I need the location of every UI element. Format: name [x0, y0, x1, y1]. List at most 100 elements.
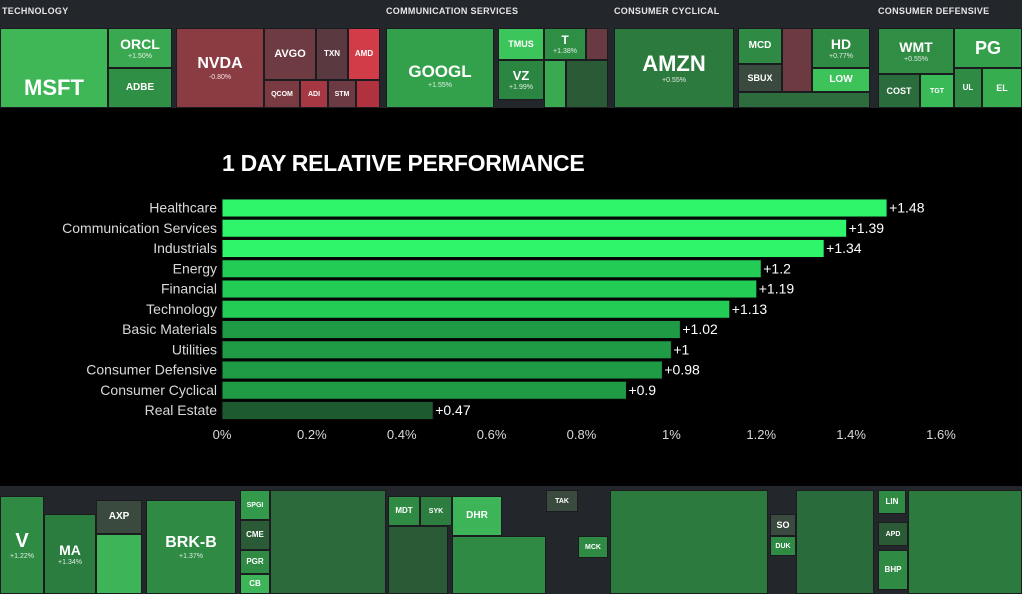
- bar-financial: [221, 279, 758, 299]
- bar-consumer-cyclical: [221, 380, 627, 400]
- heatmap-tile: [738, 92, 870, 108]
- bar-technology: [221, 299, 731, 319]
- x-tick-label: 0.4%: [387, 427, 417, 442]
- sector-heatmap-top: TECHNOLOGY COMMUNICATION SERVICES CONSUM…: [0, 0, 1022, 108]
- bar-communication-services: [221, 218, 848, 238]
- heatmap-tile[interactable]: CME: [240, 520, 270, 550]
- value-label: +0.98: [664, 362, 700, 378]
- category-label: Technology: [146, 301, 217, 317]
- sector-header-consumer-defensive: CONSUMER DEFENSIVE: [878, 6, 990, 16]
- heatmap-tile[interactable]: VZ +1.99%: [498, 60, 544, 100]
- heatmap-tile: [586, 28, 608, 60]
- value-label: +1.2: [763, 260, 791, 276]
- heatmap-tile[interactable]: MA +1.34%: [44, 514, 96, 594]
- heatmap-tile: [796, 490, 874, 594]
- x-tick-label: 1.2%: [746, 427, 776, 442]
- heatmap-tile: [452, 536, 546, 594]
- heatmap-tile: [610, 490, 768, 594]
- bar-basic-materials: [221, 320, 681, 339]
- x-tick-label: 0.2%: [297, 427, 327, 442]
- bar-consumer-defensive: [221, 360, 663, 380]
- heatmap-tile: [782, 28, 812, 92]
- bar-real-estate: [221, 401, 434, 420]
- heatmap-tile[interactable]: BRK-B +1.37%: [146, 500, 236, 594]
- bar-healthcare: [221, 198, 888, 218]
- heatmap-tile[interactable]: V +1.22%: [0, 496, 44, 594]
- sector-header-technology: TECHNOLOGY: [2, 6, 69, 16]
- heatmap-tile[interactable]: MDT: [388, 496, 420, 526]
- heatmap-tile[interactable]: HD +0.77%: [812, 28, 870, 68]
- heatmap-tile[interactable]: T +1.38%: [544, 28, 586, 60]
- value-label: +0.47: [435, 402, 471, 418]
- heatmap-tile: [356, 80, 380, 108]
- bar-industrials: [221, 239, 825, 258]
- heatmap-tile[interactable]: MCD: [738, 28, 782, 64]
- bar-utilities: [221, 340, 672, 360]
- bar-chart: Healthcare +1.48 Communication Services +1.…: [62, 198, 956, 442]
- heatmap-tile: [908, 490, 1022, 594]
- heatmap-tile[interactable]: CB: [240, 574, 270, 594]
- value-label: +0.9: [628, 382, 656, 398]
- sector-heatmap-bottom: V +1.22% MA +1.34% AXP BRK-B +1.37% SPGI CM…: [0, 486, 1022, 594]
- heatmap-tile[interactable]: NVDA -0.80%: [176, 28, 264, 108]
- value-label: +1.02: [682, 321, 718, 337]
- heatmap-tile[interactable]: SBUX: [738, 64, 782, 92]
- category-label: Industrials: [153, 240, 217, 256]
- heatmap-tile: [566, 60, 608, 108]
- heatmap-tile[interactable]: TMUS: [498, 28, 544, 60]
- category-label: Financial: [161, 281, 217, 297]
- heatmap-tile[interactable]: AXP: [96, 500, 142, 534]
- heatmap-tile[interactable]: LOW: [812, 68, 870, 92]
- heatmap-tile[interactable]: BHP: [878, 550, 908, 590]
- heatmap-tile[interactable]: COST: [878, 74, 920, 108]
- category-label: Real Estate: [145, 402, 218, 418]
- heatmap-tile: [388, 526, 448, 594]
- category-label: Healthcare: [149, 200, 217, 216]
- heatmap-tile[interactable]: ADI: [300, 80, 328, 108]
- category-label: Consumer Cyclical: [100, 382, 217, 398]
- heatmap-tile[interactable]: SO: [770, 514, 796, 536]
- heatmap-tile[interactable]: STM: [328, 80, 356, 108]
- value-label: +1.39: [849, 220, 885, 236]
- category-label: Consumer Defensive: [86, 362, 217, 378]
- x-tick-label: 1.4%: [836, 427, 866, 442]
- heatmap-tile[interactable]: DUK: [770, 536, 796, 556]
- sector-header-consumer-cyclical: CONSUMER CYCLICAL: [614, 6, 720, 16]
- value-label: +1.13: [732, 301, 768, 317]
- heatmap-tile[interactable]: TXN: [316, 28, 348, 80]
- heatmap-tile[interactable]: PG: [954, 28, 1022, 68]
- x-tick-label: 0.6%: [477, 427, 507, 442]
- x-tick-label: 1.6%: [926, 427, 956, 442]
- x-tick-label: 1%: [662, 427, 681, 442]
- heatmap-tile[interactable]: ADBE: [108, 68, 172, 108]
- heatmap-tile[interactable]: TGT: [920, 74, 954, 108]
- heatmap-tile[interactable]: ORCL +1.50%: [108, 28, 172, 68]
- value-label: +1.48: [889, 200, 925, 216]
- x-tick-label: 0%: [213, 427, 232, 442]
- value-label: +1.19: [759, 281, 795, 297]
- heatmap-tile[interactable]: MSFT: [0, 28, 108, 108]
- heatmap-tile[interactable]: GOOGL +1.55%: [386, 28, 494, 108]
- heatmap-tile[interactable]: LIN: [878, 490, 906, 514]
- heatmap-tile[interactable]: WMT +0.55%: [878, 28, 954, 74]
- heatmap-tile: [544, 60, 566, 108]
- value-label: +1.34: [826, 240, 862, 256]
- heatmap-tile[interactable]: SPGI: [240, 490, 270, 520]
- heatmap-tile[interactable]: SYK: [420, 496, 452, 526]
- category-label: Energy: [173, 260, 217, 276]
- heatmap-tile[interactable]: MCK: [578, 536, 608, 558]
- chart-title: 1 DAY RELATIVE PERFORMANCE: [222, 150, 585, 176]
- heatmap-tile[interactable]: AMZN +0.55%: [614, 28, 734, 108]
- heatmap-tile[interactable]: UL: [954, 68, 982, 108]
- heatmap-tile[interactable]: PGR: [240, 550, 270, 574]
- heatmap-tile[interactable]: AMD: [348, 28, 380, 80]
- heatmap-tile: [270, 490, 386, 594]
- heatmap-tile: [96, 534, 142, 594]
- heatmap-tile[interactable]: AVGO: [264, 28, 316, 80]
- bar-energy: [221, 259, 762, 279]
- heatmap-tile[interactable]: DHR: [452, 496, 502, 536]
- heatmap-tile[interactable]: TAK: [546, 490, 578, 512]
- heatmap-tile[interactable]: APD: [878, 522, 908, 546]
- x-tick-label: 0.8%: [567, 427, 597, 442]
- heatmap-tile[interactable]: QCOM: [264, 80, 300, 108]
